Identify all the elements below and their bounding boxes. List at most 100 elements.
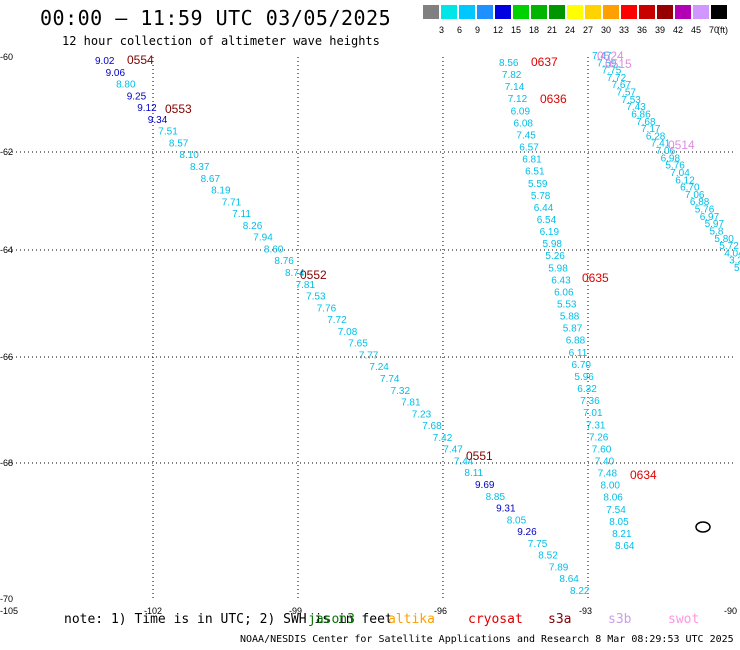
legend-tick-label: 39 bbox=[655, 25, 666, 35]
wave-height-value: 6.98 bbox=[661, 153, 681, 164]
wave-height-value: 6.70 bbox=[680, 183, 700, 194]
latitude-tick-label: -60 bbox=[0, 52, 13, 62]
pass-time-label: 0637 bbox=[531, 55, 558, 69]
wave-height-value: 7.75 bbox=[528, 539, 548, 550]
wave-height-value: 7.26 bbox=[589, 432, 609, 443]
wave-height-value: 7.41 bbox=[651, 139, 671, 150]
wave-height-value: 7.94 bbox=[253, 233, 273, 244]
wave-height-value: 8.00 bbox=[601, 481, 621, 492]
wave-height-value: 8.60 bbox=[264, 244, 284, 255]
pass-time-label: 0636 bbox=[540, 92, 567, 106]
wave-height-value: 7.43 bbox=[626, 102, 646, 113]
wave-height-value: 7.68 bbox=[636, 117, 656, 128]
wave-height-value: 7.42 bbox=[433, 433, 453, 444]
wave-height-value: 8.19 bbox=[211, 186, 231, 197]
latitude-tick-label: -70 bbox=[0, 594, 13, 604]
wave-height-value: 6.12 bbox=[675, 175, 695, 186]
legend-swatch bbox=[567, 5, 583, 19]
pass-time-label: 0524 bbox=[597, 49, 624, 63]
wave-height-value: 6.43 bbox=[551, 275, 571, 286]
wave-height-value: 8.05 bbox=[507, 515, 527, 526]
pass-time-label: 0552 bbox=[300, 268, 327, 282]
wave-height-value: 5.98 bbox=[548, 263, 568, 274]
wave-height-value: 6.57 bbox=[519, 143, 539, 154]
wave-height-value: 5.76 bbox=[695, 205, 715, 216]
wave-height-tracks: 9.029.068.809.259.129.347.518.578.108.37… bbox=[95, 51, 740, 597]
wave-height-value: 7.65 bbox=[348, 339, 368, 350]
legend-tick-label: 15 bbox=[511, 25, 522, 35]
wave-height-value: 5.80 bbox=[714, 234, 734, 245]
wave-height-value: 7.76 bbox=[317, 303, 337, 314]
map-subtitle: 12 hour collection of altimeter wave hei… bbox=[62, 34, 380, 48]
wave-height-value: 7.60 bbox=[592, 444, 612, 455]
legend-unit: (ft) bbox=[717, 25, 728, 35]
satellite-label: s3a bbox=[548, 612, 572, 627]
wave-height-value: 7.51 bbox=[158, 127, 178, 138]
wave-height-value: 6.19 bbox=[540, 227, 560, 238]
legend-tick-label: 33 bbox=[619, 25, 630, 35]
longitude-tick-label: -90 bbox=[724, 606, 737, 616]
wave-height-value: 6.09 bbox=[511, 106, 531, 117]
wave-height-value: 5.8 bbox=[710, 226, 724, 237]
wave-height-value: 6.81 bbox=[522, 155, 542, 166]
satellite-label: cryosat bbox=[468, 612, 523, 627]
pass-time-label: 0554 bbox=[127, 53, 154, 67]
legend-tick-label: 21 bbox=[547, 25, 558, 35]
wave-height-value: 7.48 bbox=[598, 469, 618, 480]
wave-height-value: 7.57 bbox=[617, 88, 637, 99]
wave-height-value: 5.72 bbox=[719, 241, 739, 252]
wave-height-value: 9.31 bbox=[496, 504, 516, 515]
wave-height-value: 7.17 bbox=[641, 124, 661, 135]
map-title: 00:00 — 11:59 UTC 03/05/2025 bbox=[40, 6, 392, 30]
legend-tick-label: 70 bbox=[709, 25, 720, 35]
wave-height-value: 5.97 bbox=[705, 219, 725, 230]
legend-swatch bbox=[675, 5, 691, 19]
latitude-tick-label: -68 bbox=[0, 458, 13, 468]
longitude-tick-label: -93 bbox=[579, 606, 592, 616]
wave-height-value: 7.89 bbox=[549, 562, 569, 573]
legend-swatch bbox=[639, 5, 655, 19]
legend-swatch bbox=[603, 5, 619, 19]
wave-height-value: 8.05 bbox=[609, 517, 629, 528]
wave-height-value: 8.26 bbox=[243, 221, 263, 232]
wave-height-value: 7.47 bbox=[443, 445, 463, 456]
legend-tick-label: 42 bbox=[673, 25, 684, 35]
wave-height-value: 7.81 bbox=[296, 280, 316, 291]
wave-height-value: 7.81 bbox=[401, 398, 421, 409]
wave-height-value: 6.86 bbox=[631, 110, 651, 121]
wave-height-value: 7.14 bbox=[505, 82, 525, 93]
wave-height-value: 7.47 bbox=[592, 51, 612, 62]
wave-height-value: 7.53 bbox=[306, 292, 326, 303]
wave-height-value: 5.98 bbox=[543, 239, 563, 250]
wave-height-value: 5.87 bbox=[563, 324, 583, 335]
wave-height-value: 9.69 bbox=[475, 480, 495, 491]
wave-height-value: 5.96 bbox=[574, 372, 594, 383]
wave-height-value: 3.2 bbox=[729, 256, 740, 267]
wave-height-value: 6.70 bbox=[572, 360, 592, 371]
wave-height-value: 8.56 bbox=[499, 58, 519, 69]
pass-time-label: 0553 bbox=[165, 102, 192, 116]
wave-height-value: 6.32 bbox=[577, 384, 597, 395]
latitude-tick-label: -66 bbox=[0, 352, 13, 362]
legend-swatch bbox=[423, 5, 439, 19]
wave-height-value: 7.54 bbox=[606, 505, 626, 516]
wave-height-value: 9.12 bbox=[137, 103, 157, 114]
wave-height-value: 7.36 bbox=[580, 396, 600, 407]
wave-height-value: 8.52 bbox=[538, 551, 558, 562]
wave-height-value: 7.40 bbox=[595, 457, 615, 468]
wave-height-value: 7.53 bbox=[621, 95, 641, 106]
wave-height-value: 8.74 bbox=[285, 268, 305, 279]
wave-height-value: 5.88 bbox=[560, 312, 580, 323]
wave-height-value: 7.06 bbox=[685, 190, 705, 201]
legend-swatch bbox=[621, 5, 637, 19]
legend-swatch bbox=[693, 5, 709, 19]
wave-height-value: 7.68 bbox=[422, 421, 442, 432]
legend-tick-label: 6 bbox=[457, 25, 463, 35]
longitude-tick-label: -105 bbox=[0, 606, 18, 616]
legend-swatch bbox=[477, 5, 493, 19]
legend-swatch bbox=[513, 5, 529, 19]
pass-time-label: 0634 bbox=[630, 468, 657, 482]
wave-height-value: 7.04 bbox=[670, 168, 690, 179]
wave-height-value: 7.71 bbox=[222, 197, 242, 208]
wave-height-value: 8.06 bbox=[603, 493, 623, 504]
